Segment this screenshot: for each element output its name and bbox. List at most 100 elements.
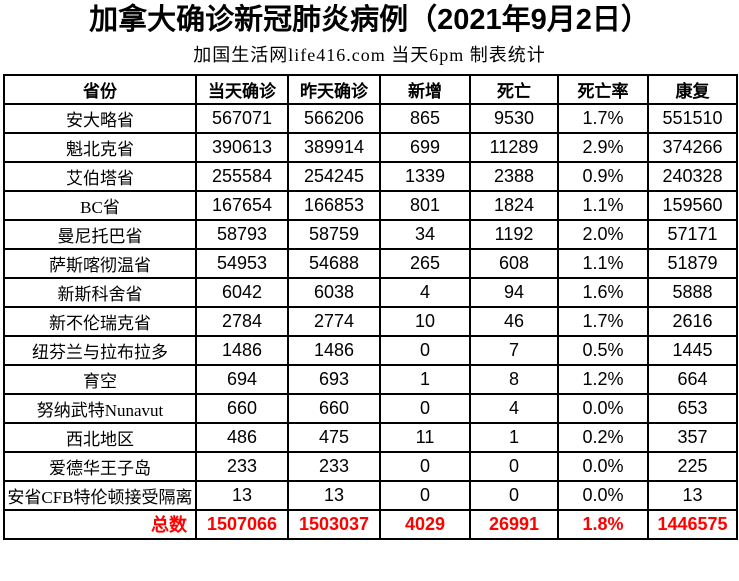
cell-death-rate: 0.0% [557,392,649,424]
cell-today-confirmed: 13 [195,479,289,511]
cell-recovered: 1445 [647,334,738,366]
cell-deaths: 46 [469,305,559,337]
cell-deaths: 1192 [469,218,559,250]
cell-province: 魁北克省 [3,131,197,163]
cell-recovered: 551510 [647,102,738,134]
cell-today-confirmed: 255584 [195,160,289,192]
cell-province: 纽芬兰与拉布拉多 [3,334,197,366]
cell-deaths: 26991 [469,508,559,540]
table-row: 育空 694 693 1 8 1.2% 664 [3,363,738,395]
cell-new-cases: 265 [379,247,471,279]
table-row: 曼尼托巴省 58793 58759 34 1192 2.0% 57171 [3,218,738,250]
cell-new-cases: 865 [379,102,471,134]
cell-recovered: 225 [647,450,738,482]
cell-recovered: 57171 [647,218,738,250]
cell-new-cases: 0 [379,392,471,424]
cell-deaths: 1824 [469,189,559,221]
cell-province: 萨斯喀彻温省 [3,247,197,279]
cell-new-cases: 0 [379,334,471,366]
cell-yesterday-confirmed: 54688 [287,247,381,279]
cell-new-cases: 1 [379,363,471,395]
cell-yesterday-confirmed: 2774 [287,305,381,337]
cell-today-confirmed: 694 [195,363,289,395]
cell-death-rate: 1.7% [557,102,649,134]
cell-province: 西北地区 [3,421,197,453]
cell-new-cases: 4 [379,276,471,308]
cell-yesterday-confirmed: 233 [287,450,381,482]
cell-death-rate: 0.0% [557,479,649,511]
cell-province: 艾伯塔省 [3,160,197,192]
total-row: 总数 1507066 1503037 4029 26991 1.8% 1446575 [3,508,738,540]
table-body: 安大略省 567071 566206 865 9530 1.7% 551510 魁北克省 390… [3,102,738,540]
table-row: 艾伯塔省 255584 254245 1339 2388 0.9% 240328 [3,160,738,192]
cell-deaths: 0 [469,479,559,511]
cell-yesterday-confirmed: 1503037 [287,508,381,540]
table-row: 魁北克省 390613 389914 699 11289 2.9% 374266 [3,131,738,163]
cell-yesterday-confirmed: 475 [287,421,381,453]
cell-death-rate: 1.6% [557,276,649,308]
cell-death-rate: 1.2% [557,363,649,395]
cell-recovered: 240328 [647,160,738,192]
cell-yesterday-confirmed: 58759 [287,218,381,250]
col-header-today-confirmed: 当天确诊 [195,73,289,105]
cell-today-confirmed: 1486 [195,334,289,366]
col-header-new-cases: 新增 [379,73,471,105]
cell-yesterday-confirmed: 693 [287,363,381,395]
cell-death-rate: 1.8% [557,508,649,540]
cell-deaths: 8 [469,363,559,395]
cell-death-rate: 1.7% [557,305,649,337]
cell-recovered: 159560 [647,189,738,221]
cell-yesterday-confirmed: 13 [287,479,381,511]
cell-today-confirmed: 390613 [195,131,289,163]
cell-death-rate: 0.2% [557,421,649,453]
cell-death-rate: 2.9% [557,131,649,163]
cell-province: 努纳武特Nunavut [3,392,197,424]
cell-yesterday-confirmed: 6038 [287,276,381,308]
cell-recovered: 1446575 [647,508,738,540]
table-row: 努纳武特Nunavut 660 660 0 4 0.0% 653 [3,392,738,424]
cell-today-confirmed: 233 [195,450,289,482]
cell-new-cases: 11 [379,421,471,453]
cell-death-rate: 0.0% [557,450,649,482]
cell-province: 总数 [3,508,197,540]
cell-new-cases: 4029 [379,508,471,540]
cell-death-rate: 0.9% [557,160,649,192]
cell-death-rate: 0.5% [557,334,649,366]
header-row: 省份 当天确诊 昨天确诊 新增 死亡 死亡率 康复 [3,73,738,105]
cell-new-cases: 699 [379,131,471,163]
cell-province: 安大略省 [3,102,197,134]
cell-today-confirmed: 54953 [195,247,289,279]
cell-recovered: 13 [647,479,738,511]
cell-today-confirmed: 660 [195,392,289,424]
cell-yesterday-confirmed: 166853 [287,189,381,221]
cell-new-cases: 1339 [379,160,471,192]
cell-new-cases: 801 [379,189,471,221]
table-row: 西北地区 486 475 11 1 0.2% 357 [3,421,738,453]
col-header-deaths: 死亡 [469,73,559,105]
cell-recovered: 2616 [647,305,738,337]
cell-yesterday-confirmed: 566206 [287,102,381,134]
cell-new-cases: 0 [379,479,471,511]
cell-deaths: 11289 [469,131,559,163]
cell-yesterday-confirmed: 660 [287,392,381,424]
cell-today-confirmed: 1507066 [195,508,289,540]
cell-today-confirmed: 6042 [195,276,289,308]
cell-yesterday-confirmed: 389914 [287,131,381,163]
cell-today-confirmed: 2784 [195,305,289,337]
table-row: 爱德华王子岛 233 233 0 0 0.0% 225 [3,450,738,482]
page-title: 加拿大确诊新冠肺炎病例（2021年9月2日） [89,4,650,36]
col-header-province: 省份 [3,73,197,105]
cell-deaths: 2388 [469,160,559,192]
cell-deaths: 4 [469,392,559,424]
cell-province: 育空 [3,363,197,395]
cell-recovered: 653 [647,392,738,424]
cell-deaths: 9530 [469,102,559,134]
table-row: 新斯科舍省 6042 6038 4 94 1.6% 5888 [3,276,738,308]
cell-deaths: 1 [469,421,559,453]
cell-recovered: 51879 [647,247,738,279]
cell-deaths: 0 [469,450,559,482]
cell-today-confirmed: 167654 [195,189,289,221]
cell-today-confirmed: 58793 [195,218,289,250]
col-header-death-rate: 死亡率 [557,73,649,105]
